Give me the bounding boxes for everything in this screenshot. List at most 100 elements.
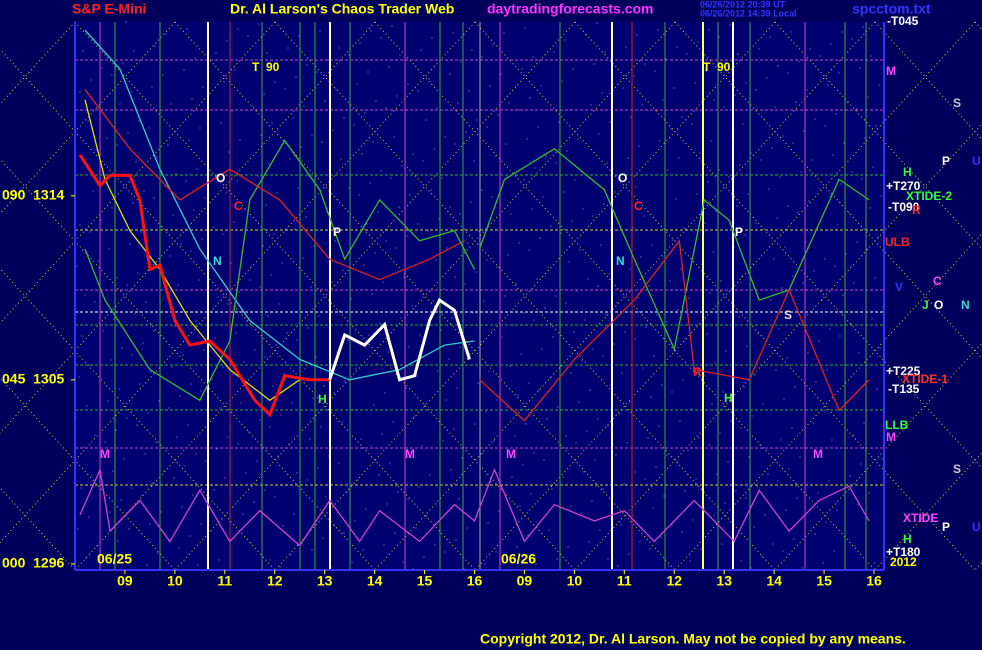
dot [835, 113, 837, 115]
dot [325, 496, 327, 498]
dot [469, 353, 471, 355]
dot [800, 171, 802, 173]
dot [419, 334, 421, 336]
dot [880, 195, 882, 197]
dot [851, 38, 853, 40]
dot [780, 439, 782, 441]
dot [255, 64, 257, 66]
dot [343, 117, 345, 119]
dot [822, 562, 824, 564]
dot [380, 37, 382, 39]
dot [868, 492, 870, 494]
dot [592, 348, 594, 350]
dot [110, 359, 112, 361]
dot [842, 294, 844, 296]
dot [154, 45, 156, 47]
dot [296, 472, 298, 474]
dot [386, 503, 388, 505]
dot [418, 486, 420, 488]
dot [263, 93, 265, 95]
dot [316, 71, 318, 73]
dot [146, 564, 148, 566]
series-line [79, 467, 870, 547]
dot [750, 152, 752, 154]
dot [341, 421, 343, 423]
dot [358, 194, 360, 196]
x-tick-label: 13 [716, 573, 732, 589]
annotation: N [961, 298, 970, 312]
dot [398, 206, 400, 208]
dot [387, 351, 389, 353]
dot [322, 537, 324, 539]
dot [167, 144, 169, 146]
dot [681, 531, 683, 533]
dot [250, 542, 252, 544]
dot [856, 241, 858, 243]
dot [109, 511, 111, 513]
dot [183, 69, 185, 71]
dot [714, 362, 716, 364]
annotation: H [318, 392, 327, 406]
dot [792, 142, 794, 144]
dot [642, 367, 644, 369]
dot [364, 112, 366, 114]
dot [694, 82, 696, 84]
x-tick-label: 14 [367, 573, 383, 589]
dot [108, 248, 110, 250]
dot [753, 526, 755, 528]
dot [174, 325, 176, 327]
dot [111, 74, 113, 76]
dot [682, 379, 684, 381]
dot [142, 342, 144, 344]
dot [766, 77, 768, 79]
dot [296, 339, 298, 341]
dot [116, 277, 118, 279]
dot [671, 524, 673, 526]
dot [697, 41, 699, 43]
dot [413, 416, 415, 418]
dot [117, 540, 119, 542]
annotation: +T270 [886, 179, 921, 193]
dot [580, 512, 582, 514]
dot [150, 371, 152, 373]
annotation: M [886, 64, 896, 78]
dot [104, 441, 106, 443]
dot [562, 476, 564, 478]
dot [690, 408, 692, 410]
dot [218, 559, 220, 561]
dot [493, 440, 495, 442]
dot [488, 370, 490, 372]
dot [745, 497, 747, 499]
dot [112, 470, 114, 472]
dot [808, 200, 810, 202]
dot [628, 553, 630, 555]
dot [123, 458, 125, 460]
dot [459, 213, 461, 215]
dot [592, 215, 594, 217]
dot [257, 175, 259, 177]
dot [576, 290, 578, 292]
x-tick-label: 15 [816, 573, 832, 589]
dot [683, 227, 685, 229]
dot [152, 482, 154, 484]
dot [145, 301, 147, 303]
x-tick-label: 10 [167, 573, 183, 589]
dot [264, 489, 266, 491]
dot [627, 157, 629, 159]
dot [458, 498, 460, 500]
dot [841, 31, 843, 33]
dot [547, 266, 549, 268]
dot [289, 158, 291, 160]
dot [240, 402, 242, 404]
dot [688, 297, 690, 299]
dot [348, 187, 350, 189]
dot [708, 29, 710, 31]
dot [318, 315, 320, 317]
dot [864, 137, 866, 139]
dot [116, 144, 118, 146]
dot [473, 160, 475, 162]
dot [163, 470, 165, 472]
dot [432, 300, 434, 302]
dot [155, 441, 157, 443]
dot [84, 294, 86, 296]
